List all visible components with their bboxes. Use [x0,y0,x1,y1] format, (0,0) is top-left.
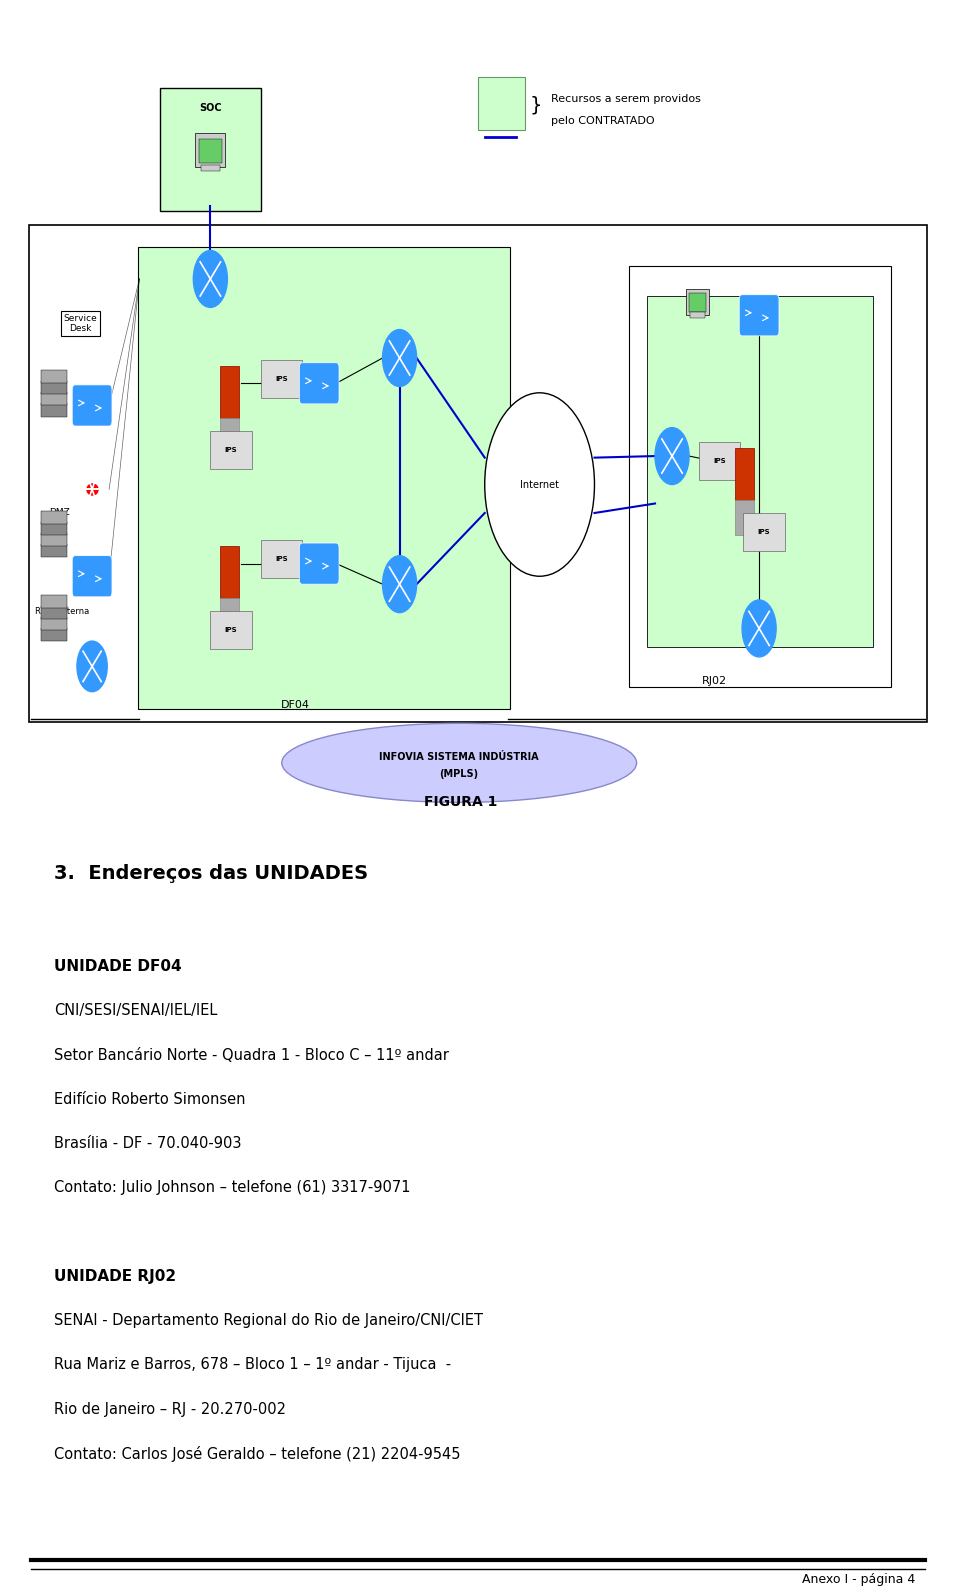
FancyBboxPatch shape [41,606,67,619]
Circle shape [485,393,594,576]
Text: Rua Mariz e Barros, 678 – Bloco 1 – 1º andar - Tijuca  -: Rua Mariz e Barros, 678 – Bloco 1 – 1º a… [55,1358,451,1373]
FancyBboxPatch shape [300,543,339,584]
FancyBboxPatch shape [72,385,112,426]
FancyBboxPatch shape [41,618,67,630]
Text: IPS: IPS [225,627,237,634]
Text: Rede Interna: Rede Interna [36,606,89,616]
Text: RJ02: RJ02 [702,675,727,686]
FancyBboxPatch shape [260,359,302,397]
Text: FIGURA 1: FIGURA 1 [424,795,498,809]
FancyBboxPatch shape [210,431,252,469]
Text: SENAI - Departamento Regional do Rio de Janeiro/CNI/CIET: SENAI - Departamento Regional do Rio de … [55,1314,483,1328]
FancyBboxPatch shape [199,139,222,163]
Text: Edifício Roberto Simonsen: Edifício Roberto Simonsen [55,1092,246,1106]
Text: Internet: Internet [520,479,559,490]
Text: IPS: IPS [275,375,288,381]
FancyBboxPatch shape [72,555,112,597]
FancyBboxPatch shape [41,595,67,608]
Text: Setor Bancário Norte - Quadra 1 - Bloco C – 11º andar: Setor Bancário Norte - Quadra 1 - Bloco … [55,1047,449,1063]
Text: Brasília - DF - 70.040-903: Brasília - DF - 70.040-903 [55,1136,242,1151]
FancyBboxPatch shape [201,164,220,171]
FancyBboxPatch shape [690,313,705,318]
FancyBboxPatch shape [210,611,252,650]
Text: (MPLS): (MPLS) [440,769,479,779]
Text: Contato: Carlos José Geraldo – telefone (21) 2204-9545: Contato: Carlos José Geraldo – telefone … [55,1446,461,1462]
FancyBboxPatch shape [260,539,302,578]
FancyBboxPatch shape [41,404,67,417]
FancyBboxPatch shape [699,442,740,480]
Circle shape [742,600,776,658]
Text: Recursos a serem providos: Recursos a serem providos [551,94,701,104]
FancyBboxPatch shape [41,393,67,405]
Circle shape [193,251,228,308]
FancyBboxPatch shape [41,522,67,535]
Text: UNIDADE RJ02: UNIDADE RJ02 [55,1269,177,1283]
FancyBboxPatch shape [160,88,260,211]
FancyBboxPatch shape [220,598,239,634]
Text: 3.  Endereços das UNIDADES: 3. Endereços das UNIDADES [55,863,369,883]
Text: IPS: IPS [275,555,288,562]
FancyBboxPatch shape [300,362,339,404]
Text: CNI/SESI/SENAI/IEL/IEL: CNI/SESI/SENAI/IEL/IEL [55,1004,218,1018]
FancyBboxPatch shape [41,544,67,557]
FancyBboxPatch shape [195,134,226,168]
Text: }: } [529,96,541,115]
FancyBboxPatch shape [739,295,779,335]
FancyBboxPatch shape [646,297,873,648]
FancyBboxPatch shape [41,533,67,546]
Circle shape [77,642,108,691]
FancyBboxPatch shape [220,418,239,453]
Text: Rio de Janeiro – RJ - 20.270-002: Rio de Janeiro – RJ - 20.270-002 [55,1401,286,1417]
Text: DMZ: DMZ [50,509,70,517]
Text: UNIDADE DF04: UNIDADE DF04 [55,959,181,974]
Text: INFOVIA SISTEMA INDÚSTRIA: INFOVIA SISTEMA INDÚSTRIA [379,752,539,761]
FancyBboxPatch shape [41,381,67,394]
Text: pelo CONTRATADO: pelo CONTRATADO [551,117,655,126]
Text: SOC: SOC [199,104,222,113]
FancyBboxPatch shape [735,448,755,500]
FancyBboxPatch shape [41,629,67,642]
FancyBboxPatch shape [478,77,525,131]
FancyBboxPatch shape [41,370,67,383]
Circle shape [382,555,417,613]
FancyBboxPatch shape [220,546,239,598]
Text: IPS: IPS [225,447,237,453]
Text: Anexo I - página 4: Anexo I - página 4 [802,1572,915,1585]
Text: Contato: Julio Johnson – telefone (61) 3317-9071: Contato: Julio Johnson – telefone (61) 3… [55,1181,411,1195]
Text: IPS: IPS [713,458,726,464]
FancyBboxPatch shape [735,500,755,535]
FancyBboxPatch shape [630,267,891,686]
FancyBboxPatch shape [743,512,784,551]
FancyBboxPatch shape [220,365,239,418]
Ellipse shape [282,723,636,803]
FancyBboxPatch shape [686,289,708,314]
Text: Service
Desk: Service Desk [64,313,98,334]
Circle shape [655,428,689,485]
Circle shape [382,329,417,386]
Text: DF04: DF04 [281,699,310,710]
FancyBboxPatch shape [137,247,511,709]
Text: IPS: IPS [757,528,770,535]
FancyBboxPatch shape [688,294,707,311]
FancyBboxPatch shape [29,225,926,721]
FancyBboxPatch shape [41,511,67,523]
